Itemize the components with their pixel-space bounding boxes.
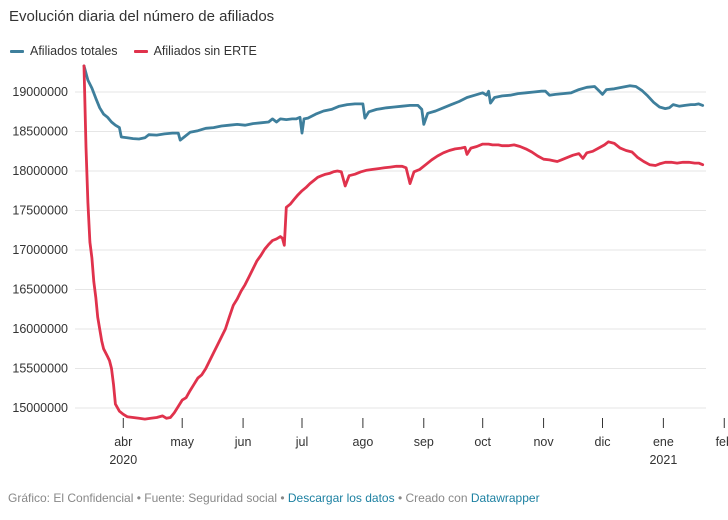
x-tick-label: feb [716, 435, 728, 449]
series-line-afiliados-sin-erte [82, 64, 705, 421]
x-tick-label: jul [295, 435, 309, 449]
y-tick-label: 17000000 [12, 243, 68, 257]
y-tick-label: 19000000 [12, 85, 68, 99]
chart-title: Evolución diaria del número de afiliados [9, 8, 275, 25]
series-line-afiliados-totales [82, 64, 705, 142]
y-tick-label: 17500000 [12, 204, 68, 218]
legend-label-afiliados-sin-erte: Afiliados sin ERTE [153, 44, 257, 58]
y-tick-label: 18000000 [12, 164, 68, 178]
x-tick-label: oct [474, 435, 491, 449]
y-tick-label: 16500000 [12, 283, 68, 297]
x-tick-label: dic [595, 435, 611, 449]
footer: Gráfico: El Confidencial • Fuente: Segur… [8, 491, 540, 505]
x-tick-year: 2021 [649, 453, 677, 467]
line-chart: 15000000 15500000 16000000 16500000 17000000… [12, 64, 728, 467]
download-data-link[interactable]: Descargar los datos [287, 491, 395, 505]
x-tick-year: 2020 [109, 453, 137, 467]
legend: Afiliados totales Afiliados sin ERTE [10, 44, 257, 58]
legend-swatch-afiliados-sin-erte [133, 49, 148, 53]
x-tick-label: nov [533, 435, 554, 449]
legend-label-afiliados-totales: Afiliados totales [30, 44, 118, 58]
legend-swatch-afiliados-totales [10, 49, 24, 53]
y-tick-label: 15000000 [12, 401, 68, 415]
y-tick-label: 15500000 [12, 362, 68, 376]
x-tick-label: ago [352, 435, 373, 449]
y-tick-label: 18500000 [12, 125, 68, 139]
footer-created-with: • Creado con [394, 491, 471, 505]
footer-credits: Gráfico: El Confidencial • Fuente: Segur… [8, 491, 288, 505]
x-tick-label: ene [653, 435, 674, 449]
x-tick-label: sep [414, 435, 434, 449]
datawrapper-link[interactable]: Datawrapper [470, 491, 540, 505]
x-tick-label: abr [114, 435, 132, 449]
x-tick-label: jun [234, 435, 252, 449]
legend-item-afiliados-totales[interactable]: Afiliados totales [10, 44, 118, 58]
x-tick-label: may [170, 435, 194, 449]
legend-item-afiliados-sin-erte[interactable]: Afiliados sin ERTE [133, 44, 257, 58]
y-tick-label: 16000000 [12, 322, 68, 336]
